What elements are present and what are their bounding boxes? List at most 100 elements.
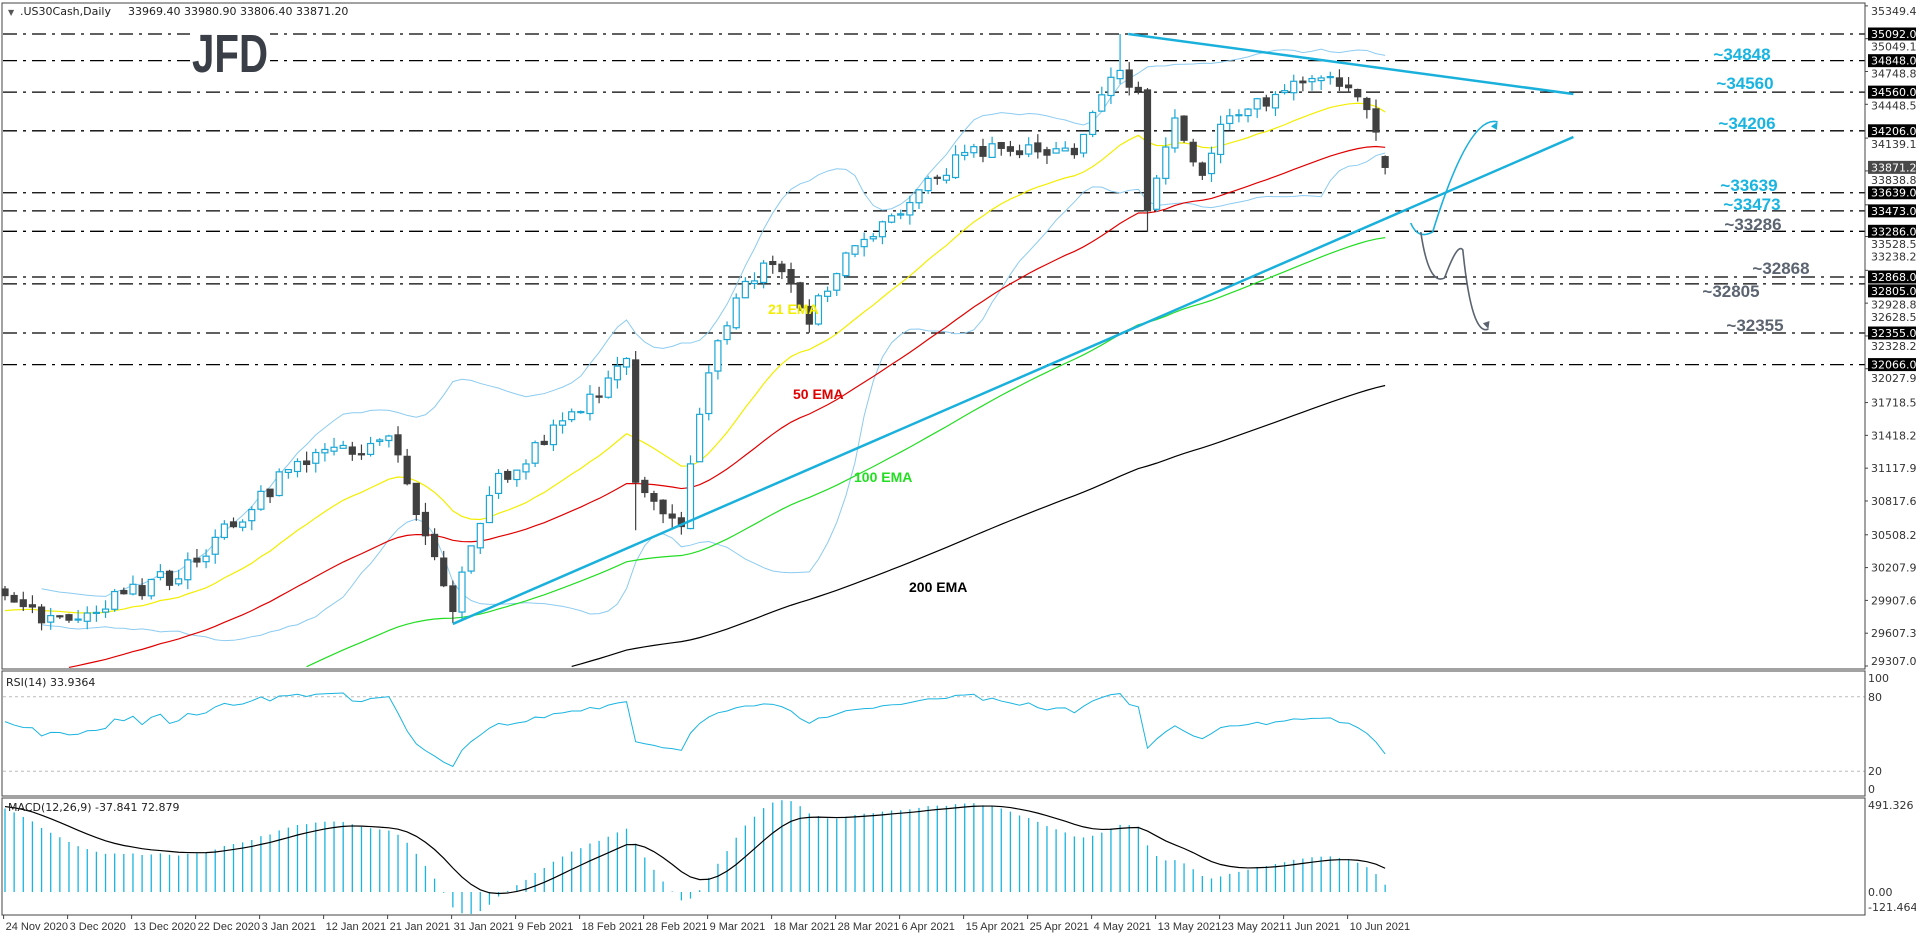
bullish-candle (604, 377, 612, 398)
bearish-candle (56, 615, 64, 618)
bullish-candle (1207, 152, 1216, 175)
bullish-candle (750, 280, 759, 285)
price-level-box-label: 32066.00 (1871, 359, 1916, 372)
bearish-candle (65, 614, 73, 621)
bearish-candle (1125, 69, 1133, 88)
bearish-candle (348, 446, 356, 455)
bearish-candle (1006, 146, 1015, 152)
bullish-candle (823, 290, 832, 297)
ema100-label: 100 EMA (854, 469, 912, 485)
y-tick-label: 29307.00 (1871, 655, 1916, 668)
price-level-box (1868, 284, 1916, 298)
bearish-candle (787, 269, 795, 285)
bullish-candle (1089, 111, 1097, 136)
bollinger-lower (41, 152, 1386, 642)
bullish-candle (1226, 115, 1234, 125)
bullish-candle (906, 201, 914, 216)
macd-signal-line (4, 805, 1386, 895)
level-label: ~34560 (1716, 74, 1773, 93)
price-level-box-label: 33473.00 (1871, 205, 1916, 218)
bullish-candle (833, 273, 841, 291)
x-tick-label: 25 Apr 2021 (1030, 921, 1089, 933)
bullish-candle (147, 578, 155, 597)
x-tick-label: 3 Dec 2020 (70, 921, 126, 933)
bullish-candle (202, 555, 210, 563)
price-level-box (1868, 358, 1916, 372)
bullish-candle (531, 442, 539, 464)
trendlines[interactable] (452, 32, 1574, 626)
bearish-candle (403, 455, 411, 485)
bullish-candle (558, 420, 567, 426)
level-label: ~34848 (1713, 45, 1770, 64)
bearish-candle (769, 260, 777, 266)
bullish-candle (129, 583, 137, 595)
y-tick-label: 35049.10 (1871, 41, 1916, 54)
bullish-candle (686, 463, 695, 530)
bearish-candle (1134, 86, 1142, 92)
bullish-candle (897, 213, 905, 216)
macd-pane-frame (1, 797, 1866, 916)
price-level-box-label: 34206.00 (1871, 125, 1916, 138)
bullish-candle (869, 236, 877, 240)
bullish-candle (458, 571, 466, 613)
x-tick-label: 18 Feb 2021 (582, 921, 644, 933)
price-level-box-label: 34560.00 (1871, 86, 1916, 99)
x-tick-label: 13 Dec 2020 (134, 921, 196, 933)
price-level-box (1868, 224, 1916, 238)
x-tick-label: 15 Apr 2021 (966, 921, 1025, 933)
bearish-candle (979, 145, 987, 157)
bullish-candle (476, 522, 484, 549)
bearish-candle (1299, 80, 1307, 84)
bearish-candle (933, 176, 941, 180)
y-tick-label: 31718.50 (1871, 397, 1916, 410)
current-price-box (1868, 160, 1916, 174)
ema21-label: 21 EMA (768, 301, 819, 317)
bearish-candle (266, 488, 274, 498)
price-level-box-label: 33286.00 (1871, 225, 1916, 238)
bullish-candle (887, 215, 896, 223)
bullish-candle (1171, 117, 1179, 149)
x-tick-label: 28 Mar 2021 (838, 921, 900, 933)
macd-axis-label: 0.00 (1868, 886, 1893, 899)
ema50-label: 50 EMA (793, 386, 844, 402)
bullish-candle (1308, 77, 1316, 83)
bullish-candle (312, 451, 320, 464)
bearish-candle (1189, 141, 1197, 163)
bullish-candle (494, 472, 503, 495)
bullish-candle (1162, 146, 1170, 179)
bullish-candle (915, 189, 923, 204)
bullish-candle (988, 143, 996, 158)
rsi-label: RSI(14) 33.9364 (6, 676, 95, 689)
price-level-box (1868, 186, 1916, 200)
bullish-candle (860, 238, 868, 248)
bullish-candle (92, 611, 101, 614)
bearish-candle (1034, 142, 1042, 153)
bearish-scenario-arrow-arrowhead-icon (1482, 321, 1490, 329)
bullish-candle (239, 521, 247, 528)
bullish-candle (842, 252, 850, 277)
candles (1, 34, 1389, 631)
level-label: ~32805 (1702, 282, 1759, 301)
bullish-candle (942, 174, 951, 181)
bearish-candle (1363, 97, 1371, 111)
time-axis: 24 Nov 2020 3 Dec 2020 13 Dec 2020 22 Dec 2… (3, 915, 1410, 933)
bullish-candle (1098, 94, 1106, 112)
bullish-candle (111, 590, 119, 610)
bullish-candle (248, 508, 256, 522)
level-label: ~32355 (1726, 316, 1783, 335)
bullish-candle (211, 536, 219, 555)
level-label: ~33473 (1723, 195, 1780, 214)
x-tick-label: 3 Jan 2021 (262, 921, 316, 933)
price-axis: 35092.00 34848.00 34560.00 34206.00 33639.00… (1, 2, 1916, 916)
bullish-candle (613, 365, 621, 381)
bullish-candle (1317, 77, 1325, 82)
bearish-candle (805, 305, 813, 325)
symbol-label: .US30Cash,Daily (20, 5, 111, 18)
bullish-candle (622, 357, 631, 368)
bullish-candle (1253, 98, 1261, 110)
moving-averages (4, 102, 1386, 669)
collapse-triangle-icon[interactable]: ▼ (8, 8, 15, 17)
ohlc-values: 33969.40 33980.90 33806.40 33871.20 (128, 5, 348, 18)
y-tick-label: 32628.50 (1871, 311, 1916, 324)
